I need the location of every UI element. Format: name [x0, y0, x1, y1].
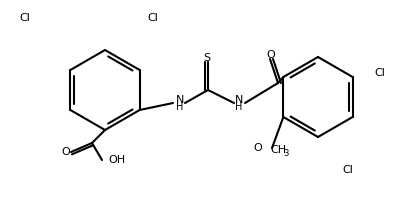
Text: Cl: Cl [374, 68, 384, 78]
Text: N: N [175, 95, 184, 105]
Text: S: S [203, 53, 210, 63]
Text: OH: OH [108, 155, 125, 165]
Text: CH: CH [269, 145, 286, 155]
Text: Cl: Cl [19, 13, 30, 23]
Text: Cl: Cl [147, 13, 158, 23]
Text: H: H [176, 102, 183, 112]
Text: 3: 3 [283, 148, 288, 157]
Text: O: O [266, 50, 275, 60]
Text: H: H [235, 102, 242, 112]
Text: O: O [62, 147, 70, 157]
Text: O: O [253, 143, 262, 153]
Text: Cl: Cl [342, 165, 353, 175]
Text: N: N [234, 95, 243, 105]
